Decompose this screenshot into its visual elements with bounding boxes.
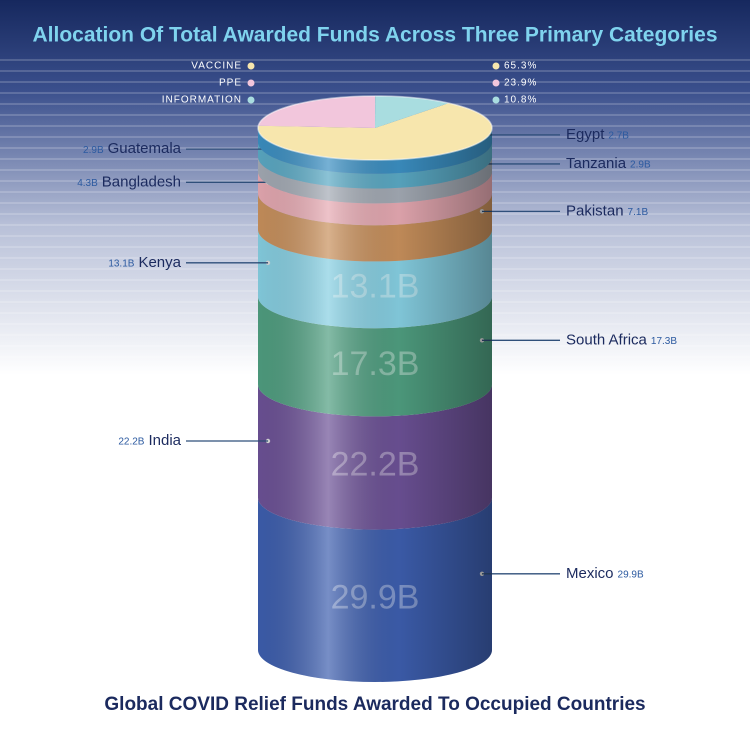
cylinder-title: Global COVID Relief Funds Awarded To Occ… xyxy=(104,694,645,715)
country-name: Guatemala xyxy=(108,140,182,157)
cylinder-shading xyxy=(258,128,492,682)
legend-dot xyxy=(492,96,500,104)
legend-value: 65.3% xyxy=(504,61,537,72)
legend-dot xyxy=(492,62,500,70)
country-name: Egypt xyxy=(566,126,605,143)
country-name: Pakistan xyxy=(566,202,624,219)
legend-dot xyxy=(247,62,255,70)
pie-slice xyxy=(258,103,493,160)
pie-title: Allocation Of Total Awarded Funds Across… xyxy=(33,24,718,47)
legend-name: PPE xyxy=(219,78,242,89)
pie-rim xyxy=(257,95,493,161)
country-value: 13.1B xyxy=(108,258,134,269)
country-name: Bangladesh xyxy=(102,173,181,190)
legend-dot xyxy=(247,96,255,104)
legend-dot xyxy=(492,79,500,87)
legend-name: INFORMATION xyxy=(162,95,242,106)
country-value: 2.9B xyxy=(630,160,651,171)
pie-slice xyxy=(375,96,449,128)
country-value: 2.9B xyxy=(83,145,104,156)
country-name: Tanzania xyxy=(566,155,627,172)
legend-value: 10.8% xyxy=(504,95,537,106)
country-name: India xyxy=(148,432,181,449)
country-value: 4.3B xyxy=(77,178,98,189)
country-value: 17.3B xyxy=(651,336,677,347)
country-name: South Africa xyxy=(566,331,648,348)
legend-value: 23.9% xyxy=(504,78,537,89)
country-value: 7.1B xyxy=(628,207,649,218)
plot: 29.9BMexico29.9B22.2BIndia22.2B17.3BSout… xyxy=(77,61,677,682)
legend-dot xyxy=(247,79,255,87)
legend-name: VACCINE xyxy=(191,61,242,72)
country-value: 29.9B xyxy=(618,569,644,580)
pie-slice xyxy=(258,96,376,128)
country-name: Kenya xyxy=(138,254,181,271)
country-value: 22.2B xyxy=(118,437,144,448)
country-value: 2.7B xyxy=(608,131,629,142)
country-name: Mexico xyxy=(566,565,614,582)
